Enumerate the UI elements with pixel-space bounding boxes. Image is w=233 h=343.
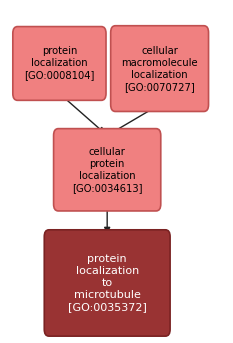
Text: protein
localization
to
microtubule
[GO:0035372]: protein localization to microtubule [GO:…: [68, 254, 147, 312]
Text: cellular
macromolecule
localization
[GO:0070727]: cellular macromolecule localization [GO:…: [121, 46, 198, 92]
FancyBboxPatch shape: [54, 129, 161, 211]
FancyBboxPatch shape: [44, 230, 170, 336]
FancyBboxPatch shape: [13, 27, 106, 100]
Text: cellular
protein
localization
[GO:0034613]: cellular protein localization [GO:003461…: [72, 147, 142, 193]
FancyBboxPatch shape: [111, 26, 209, 111]
Text: protein
localization
[GO:0008104]: protein localization [GO:0008104]: [24, 46, 95, 81]
